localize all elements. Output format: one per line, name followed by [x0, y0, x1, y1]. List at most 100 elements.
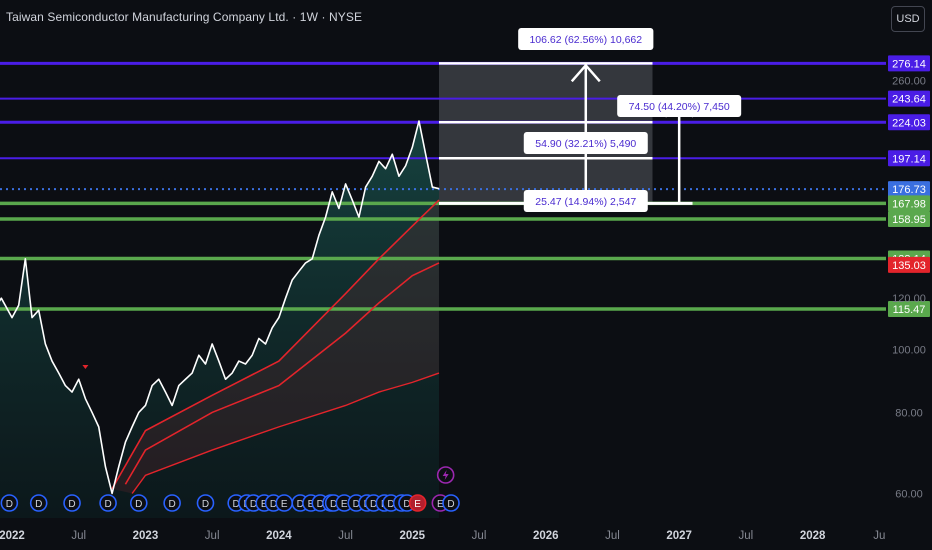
- earnings-marker-latest[interactable]: E: [408, 494, 427, 512]
- x-axis-background: [0, 520, 932, 550]
- earnings-marker-label: E: [414, 499, 421, 510]
- measurement-label: 54.90 (32.21%) 5,490: [535, 138, 636, 150]
- event-marker-label: D: [169, 499, 176, 510]
- event-marker-label: D: [68, 499, 75, 510]
- event-marker-label: D: [104, 499, 111, 510]
- event-marker-label: D: [317, 499, 324, 510]
- ma-band: [112, 200, 439, 494]
- price-label-box: [888, 301, 930, 318]
- arrow-head: [570, 63, 601, 83]
- price-label: 224.03: [892, 117, 926, 129]
- x-tick-label: 2027: [666, 530, 692, 542]
- x-tick-label: 2026: [533, 530, 559, 542]
- flash-icon-glyph: [442, 470, 449, 480]
- x-tick-label: 2022: [0, 530, 25, 542]
- event-marker-label: D: [297, 499, 304, 510]
- x-tick-label: Jul: [472, 530, 487, 542]
- moving-average-line: [111, 199, 440, 490]
- price-label: 115.47: [893, 304, 926, 316]
- event-marker-label: E: [308, 499, 315, 510]
- event-marker[interactable]: D: [29, 494, 48, 512]
- event-marker-label: D: [250, 499, 257, 510]
- measurement-label-box: [523, 132, 648, 154]
- measurement-label: 25.47 (14.94%) 2,547: [535, 196, 636, 208]
- measurement-label-box: [523, 190, 648, 212]
- x-tick-label: 2025: [400, 530, 426, 542]
- price-label-box: [888, 55, 930, 72]
- event-marker-label: D: [270, 499, 277, 510]
- event-marker-circle: [442, 494, 460, 512]
- price-label-box: [888, 210, 930, 227]
- x-tick-label: 2028: [800, 530, 826, 542]
- price-label: 158.95: [892, 214, 926, 226]
- event-marker-label: D: [202, 499, 209, 510]
- price-label: 167.98: [892, 198, 926, 210]
- event-marker-label: E: [341, 499, 348, 510]
- price-label-box: [888, 181, 930, 198]
- event-marker-label: D: [6, 499, 13, 510]
- price-label: 176.73: [892, 184, 926, 196]
- event-marker-circle: [99, 494, 117, 512]
- price-label-box: [888, 150, 930, 167]
- y-tick-label: 260.00: [892, 75, 926, 87]
- event-marker-label: D: [387, 499, 394, 510]
- y-tick-label: 100.00: [892, 345, 926, 357]
- price-label-box: [888, 256, 930, 273]
- price-label-box: [888, 195, 930, 212]
- price-label: 197.14: [892, 153, 926, 165]
- y-tick-label: 80.00: [895, 407, 923, 419]
- event-marker-circle: [163, 494, 181, 512]
- event-marker[interactable]: E: [275, 494, 294, 512]
- measurement-label: 74.50 (44.20%) 7,450: [629, 101, 730, 113]
- event-marker-label: D: [330, 499, 337, 510]
- event-marker[interactable]: D: [129, 494, 148, 512]
- event-marker-circle: [0, 494, 19, 512]
- event-marker[interactable]: D: [0, 494, 19, 512]
- price-label: 135.03: [892, 260, 926, 272]
- event-marker-label: E: [261, 499, 268, 510]
- event-marker-circle: [63, 494, 81, 512]
- event-marker[interactable]: D: [163, 494, 181, 512]
- price-line: [0, 120, 440, 495]
- event-marker-label: D: [403, 499, 410, 510]
- plot-area: 106.62 (62.56%) 10,662 54.90 (32.21%) 5,4…: [0, 28, 886, 518]
- event-marker[interactable]: D: [442, 494, 460, 512]
- event-marker[interactable]: D: [63, 494, 81, 512]
- price-label-box: [888, 114, 930, 131]
- event-marker-label: D: [35, 499, 42, 510]
- event-marker[interactable]: D: [196, 494, 215, 512]
- x-tick-label: Ju: [873, 530, 885, 542]
- y-tick-label: 60.00: [895, 488, 923, 500]
- y-tick-label: 120.00: [892, 293, 926, 305]
- event-marker-circle: [129, 494, 148, 512]
- event-marker[interactable]: D: [99, 494, 117, 512]
- x-tick-label: Jul: [338, 530, 353, 542]
- currency-button[interactable]: USD: [891, 6, 925, 32]
- event-marker-label: E: [281, 499, 288, 510]
- price-label: 243.64: [892, 94, 926, 106]
- x-tick-label: Jul: [739, 530, 754, 542]
- price-label: 276.14: [892, 58, 926, 70]
- x-tick-label: Jul: [71, 530, 86, 542]
- event-marker-label: E: [437, 499, 444, 510]
- y-axis: 276.14 243.64 224.03 197.14 176.73 167.98 158.…: [886, 0, 932, 550]
- measurement-label: 106.62 (62.56%) 10,662: [529, 34, 642, 46]
- event-marker-label: D: [135, 499, 142, 510]
- x-tick-label: 2024: [266, 530, 292, 542]
- signal-marker-icon: [82, 365, 89, 370]
- event-marker-label: D: [233, 499, 240, 510]
- price-label-box: [888, 90, 930, 107]
- x-axis: 2022 Jul 2023 Jul 2024 Jul 2025 Jul 2026 Jul 2027 J…: [0, 520, 932, 550]
- event-marker-label: D: [447, 499, 454, 510]
- measurement-label-box: [617, 95, 742, 117]
- measurement-label-box: [518, 28, 654, 50]
- moving-average-line: [131, 372, 440, 494]
- event-marker-circle: [29, 494, 48, 512]
- x-tick-label: Jul: [605, 530, 620, 542]
- event-marker-label: D: [353, 499, 360, 510]
- x-tick-label: 2023: [133, 530, 159, 542]
- event-marker-label: D: [370, 499, 377, 510]
- event-marker-circle: [196, 494, 215, 512]
- x-tick-label: Jul: [205, 530, 220, 542]
